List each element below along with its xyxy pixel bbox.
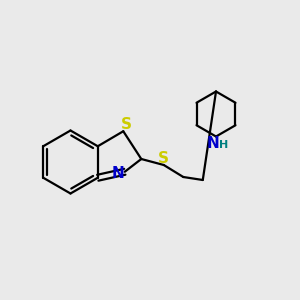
Text: S: S <box>158 151 169 166</box>
Text: N: N <box>207 136 219 151</box>
Text: S: S <box>121 117 132 132</box>
Text: H: H <box>219 140 228 150</box>
Text: N: N <box>112 166 124 181</box>
